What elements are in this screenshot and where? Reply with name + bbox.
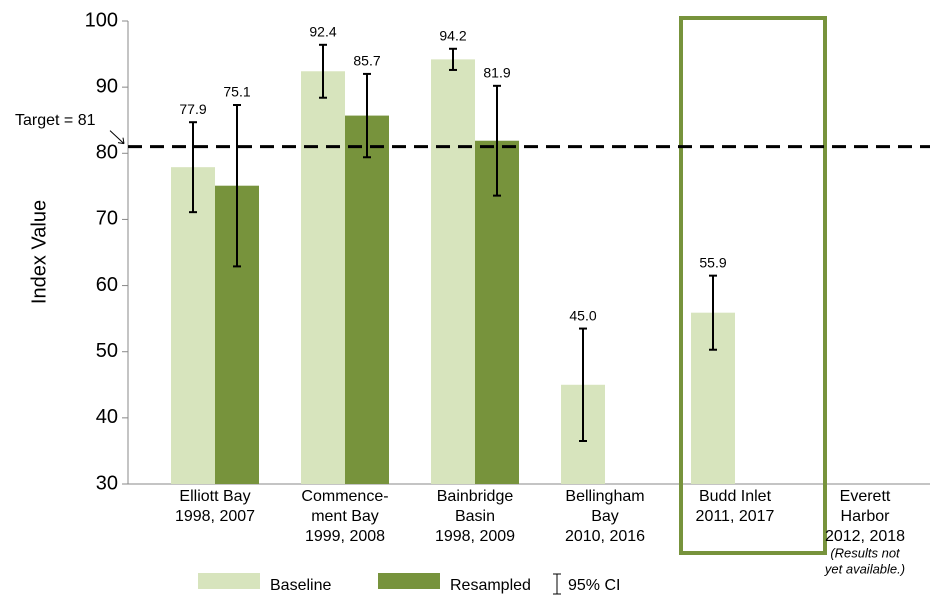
error-bar [579, 327, 587, 443]
value-label: 85.7 [353, 53, 380, 69]
x-tick-label: Elliott Bay [179, 488, 250, 505]
legend-label: 95% CI [568, 577, 620, 594]
x-tick-label: Basin [455, 508, 495, 525]
x-tick-label: 2012, 2018 [825, 528, 905, 545]
x-tick-label: 1999, 2008 [305, 528, 385, 545]
error-bar [189, 121, 197, 214]
y-tick-label: 60 [96, 274, 118, 296]
value-label: 92.4 [309, 24, 336, 40]
bar [345, 115, 389, 484]
x-tick-label: 2011, 2017 [696, 508, 775, 525]
bar [171, 167, 215, 484]
y-tick-label: 30 [96, 472, 118, 494]
x-tick-label: 2010, 2016 [565, 528, 645, 545]
x-tick-label: ment Bay [311, 508, 379, 525]
y-tick-label: 90 [96, 75, 118, 97]
y-tick-label: 40 [96, 406, 118, 428]
bar [301, 71, 345, 485]
value-label: 75.1 [223, 84, 250, 100]
target-label: Target = 81 [15, 112, 96, 129]
x-tick-label: Budd Inlet [699, 488, 772, 505]
legend-swatch [198, 573, 260, 589]
error-bar [363, 72, 371, 159]
error-bar [493, 84, 501, 197]
legend-swatch [378, 573, 440, 589]
x-tick-label: Bellingham [565, 488, 644, 505]
x-tick-label: 1998, 2007 [175, 508, 255, 525]
highlight-box [679, 16, 827, 555]
x-tick-label: Bainbridge [437, 488, 514, 505]
x-tick-label: Commence- [301, 488, 388, 505]
error-bar [233, 104, 241, 268]
legend-label: Resampled [450, 577, 531, 594]
y-tick-label: 100 [85, 9, 118, 31]
y-axis-label: Index Value [28, 200, 50, 304]
x-tick-label: 1998, 2009 [435, 528, 515, 545]
category-note: (Results not [830, 545, 901, 560]
y-tick-label: 80 [96, 142, 118, 164]
target-arrow [109, 130, 125, 145]
x-tick-label: Harbor [841, 508, 891, 525]
y-tick-label: 70 [96, 208, 118, 230]
legend-label: Baseline [270, 577, 331, 594]
error-bar [449, 47, 457, 71]
value-label: 45.0 [569, 307, 596, 323]
value-label: 55.9 [699, 254, 726, 270]
error-bar [319, 43, 327, 99]
x-tick-label: Everett [840, 488, 891, 505]
bar [475, 140, 519, 484]
bar [431, 59, 475, 485]
legend-ci-icon [553, 573, 561, 595]
value-label: 81.9 [483, 65, 510, 81]
x-tick-label: Bay [591, 508, 619, 525]
value-label: 94.2 [439, 27, 466, 43]
category-note: yet available.) [824, 561, 905, 576]
error-bar [709, 274, 717, 351]
y-tick-label: 50 [96, 340, 118, 362]
value-label: 77.9 [179, 101, 206, 117]
